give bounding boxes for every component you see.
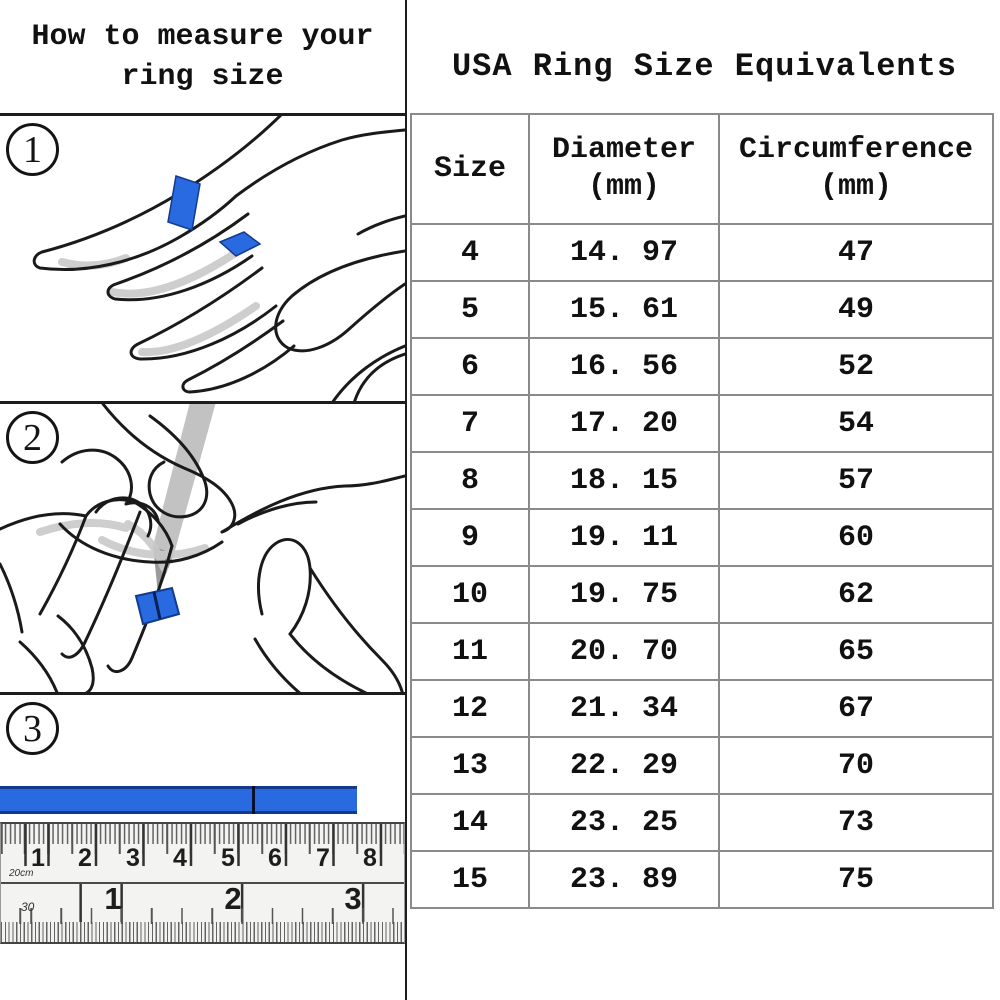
right-title: USA Ring Size Equivalents	[451, 48, 958, 85]
ruler-inch-3: 3	[344, 881, 362, 916]
table-row: 10 19. 75 62	[410, 565, 994, 624]
cell-circumference: 73	[718, 793, 994, 852]
hand-outline	[32, 116, 405, 401]
ruler-cm-2: 2	[78, 844, 92, 872]
ruler-cm-3: 3	[126, 844, 140, 872]
header-circumference: Circumference (mm)	[718, 113, 994, 225]
ruler-quarterinch-ticks	[1, 908, 404, 924]
table-row: 11 20. 70 65	[410, 622, 994, 681]
hand-with-strip-illustration	[32, 116, 405, 401]
ruler-mid-line	[1, 882, 404, 884]
left-title-line1: How to measure your	[31, 19, 374, 54]
hands-outline	[0, 404, 405, 692]
cell-diameter: 16. 56	[528, 337, 720, 396]
left-title-line2: ring size	[121, 59, 284, 94]
blue-ring-band	[134, 586, 181, 626]
ruler-fine-bottom-ticks	[1, 922, 404, 942]
table-row: 12 21. 34 67	[410, 679, 994, 738]
ruler-cm-ticks	[1, 824, 404, 866]
cell-circumference: 57	[718, 451, 994, 510]
table-row: 14 23. 25 73	[410, 793, 994, 852]
ruler-cm-label: 20cm	[9, 868, 34, 879]
cell-size: 9	[410, 508, 530, 567]
header-circumference-unit: (mm)	[819, 170, 892, 204]
cell-size: 12	[410, 679, 530, 738]
cell-circumference: 75	[718, 850, 994, 909]
step-2-badge: 2	[6, 411, 59, 464]
header-size-label: Size	[433, 151, 506, 186]
table-row: 8 18. 15 57	[410, 451, 994, 510]
how-to-measure-panel: How to measure your ring size 1	[0, 0, 407, 1000]
pen-mark-on-strip	[252, 786, 255, 814]
cell-size: 15	[410, 850, 530, 909]
ruler: 1 2 3 4 5 6 7 8 1 2 3 20cm 30	[0, 822, 405, 944]
step-1-section: 1	[0, 116, 405, 404]
ruler-inch-label: 30	[21, 900, 35, 914]
cell-circumference: 49	[718, 280, 994, 339]
ruler-cm-1: 1	[31, 844, 45, 872]
cell-diameter: 23. 89	[528, 850, 720, 909]
left-title: How to measure your ring size	[0, 0, 405, 116]
table-header-row: Size Diameter (mm) Circumference (mm)	[410, 113, 994, 225]
table-row: 7 17. 20 54	[410, 394, 994, 453]
header-circumference-label: Circumference	[738, 133, 974, 167]
table-row: 6 16. 56 52	[410, 337, 994, 396]
cell-circumference: 52	[718, 337, 994, 396]
ruler-cm-7: 7	[316, 844, 330, 872]
cell-circumference: 47	[718, 223, 994, 282]
hand-shading	[58, 246, 260, 357]
ruler-cm-6: 6	[268, 844, 282, 872]
cell-circumference: 67	[718, 679, 994, 738]
cell-circumference: 54	[718, 394, 994, 453]
cell-size: 5	[410, 280, 530, 339]
table-row: 15 23. 89 75	[410, 850, 994, 909]
cell-diameter: 22. 29	[528, 736, 720, 795]
cell-diameter: 19. 11	[528, 508, 720, 567]
cell-diameter: 19. 75	[528, 565, 720, 624]
cell-diameter: 20. 70	[528, 622, 720, 681]
step-2-section: 2	[0, 404, 405, 695]
blue-strip-on-finger	[167, 175, 262, 257]
cell-diameter: 14. 97	[528, 223, 720, 282]
cell-size: 11	[410, 622, 530, 681]
cell-diameter: 18. 15	[528, 451, 720, 510]
cell-diameter: 15. 61	[528, 280, 720, 339]
header-size: Size	[410, 113, 530, 225]
step-3-badge: 3	[6, 702, 59, 755]
ruler-cm-5: 5	[221, 844, 235, 872]
cell-circumference: 60	[718, 508, 994, 567]
ruler-cm-4: 4	[173, 844, 187, 872]
table-row: 4 14. 97 47	[410, 223, 994, 282]
table-row: 5 15. 61 49	[410, 280, 994, 339]
header-diameter-label: Diameter	[551, 133, 697, 167]
pen-marking-illustration	[0, 404, 405, 692]
step-3-section: 3 1 2 3 4 5 6 7 8 1 2	[0, 695, 405, 1000]
table-row: 9 19. 11 60	[410, 508, 994, 567]
cell-circumference: 65	[718, 622, 994, 681]
blue-measuring-strip	[0, 786, 357, 814]
cell-size: 13	[410, 736, 530, 795]
table-row: 13 22. 29 70	[410, 736, 994, 795]
cell-diameter: 23. 25	[528, 793, 720, 852]
cell-circumference: 62	[718, 565, 994, 624]
cell-size: 4	[410, 223, 530, 282]
cell-size: 6	[410, 337, 530, 396]
ruler-inch-1: 1	[104, 881, 122, 916]
header-diameter-unit: (mm)	[587, 170, 660, 204]
header-diameter: Diameter (mm)	[528, 113, 720, 225]
cell-size: 14	[410, 793, 530, 852]
cell-size: 8	[410, 451, 530, 510]
cell-size: 7	[410, 394, 530, 453]
cell-diameter: 21. 34	[528, 679, 720, 738]
cell-circumference: 70	[718, 736, 994, 795]
cell-size: 10	[410, 565, 530, 624]
ruler-cm-8: 8	[363, 844, 377, 872]
step-1-badge: 1	[6, 123, 59, 176]
cell-diameter: 17. 20	[528, 394, 720, 453]
ruler-inch-2: 2	[224, 881, 242, 916]
